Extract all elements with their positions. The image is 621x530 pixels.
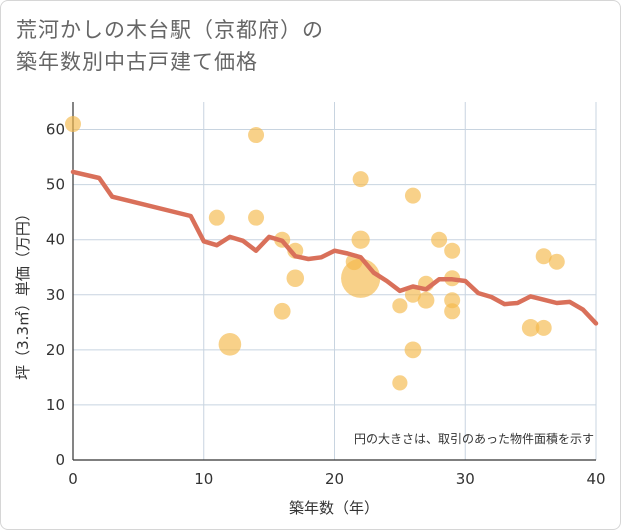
bubble-point <box>392 375 408 391</box>
y-tick-label: 20 <box>46 341 65 359</box>
bubble-point <box>444 242 461 259</box>
bubble-point <box>404 286 421 303</box>
bubble-point <box>351 230 370 249</box>
bubble-point <box>352 171 369 188</box>
bubble-point <box>535 319 552 336</box>
size-note: 円の大きさは、取引のあった物件面積を示す <box>354 431 594 446</box>
bubble-series <box>65 116 565 391</box>
bubble-point <box>286 269 305 288</box>
title-line-1: 荒河かしの木台駅（京都府）の <box>16 18 324 42</box>
y-tick-label: 30 <box>46 286 65 304</box>
chart-title: 荒河かしの木台駅（京都府）の 築年数別中古戸建て価格 <box>16 14 324 78</box>
bubble-point <box>404 187 421 204</box>
bubble-point <box>548 253 565 270</box>
x-tick-label: 10 <box>194 470 213 488</box>
y-tick-label: 60 <box>46 121 65 139</box>
x-tick-label: 30 <box>456 470 475 488</box>
bubble-point <box>208 209 225 226</box>
x-tick-labels: 0 10 20 30 40 <box>68 470 605 488</box>
bubble-point <box>444 303 461 320</box>
bubble-point <box>341 258 381 298</box>
y-axis-label: 坪（3.3㎡）単価（万円） <box>14 206 32 380</box>
bubble-point <box>417 291 435 309</box>
bubble-point <box>404 341 422 359</box>
gridlines <box>72 102 597 461</box>
title-line-2: 築年数別中古戸建て価格 <box>16 50 258 74</box>
bubble-point <box>65 116 81 133</box>
x-tick-label: 20 <box>325 470 344 488</box>
trend-line <box>70 169 599 326</box>
y-tick-label: 50 <box>46 176 65 194</box>
bubble-point <box>218 333 242 356</box>
y-tick-label: 10 <box>46 396 65 414</box>
bubble-point <box>431 231 448 248</box>
bubble-point <box>444 292 461 309</box>
bubble-point <box>521 319 540 337</box>
bubble-point <box>535 248 552 265</box>
x-tick-label: 40 <box>586 470 605 488</box>
y-tick-labels: 0 10 20 30 40 50 60 <box>46 121 65 469</box>
y-tick-label: 40 <box>46 231 65 249</box>
x-tick-label: 0 <box>68 470 78 488</box>
bubble-point <box>248 127 265 144</box>
bubble-point <box>392 298 408 314</box>
bubble-point <box>273 302 291 320</box>
y-tick-label: 0 <box>55 451 65 469</box>
bubble-point <box>248 209 265 226</box>
x-axis-label: 築年数（年） <box>289 499 379 517</box>
